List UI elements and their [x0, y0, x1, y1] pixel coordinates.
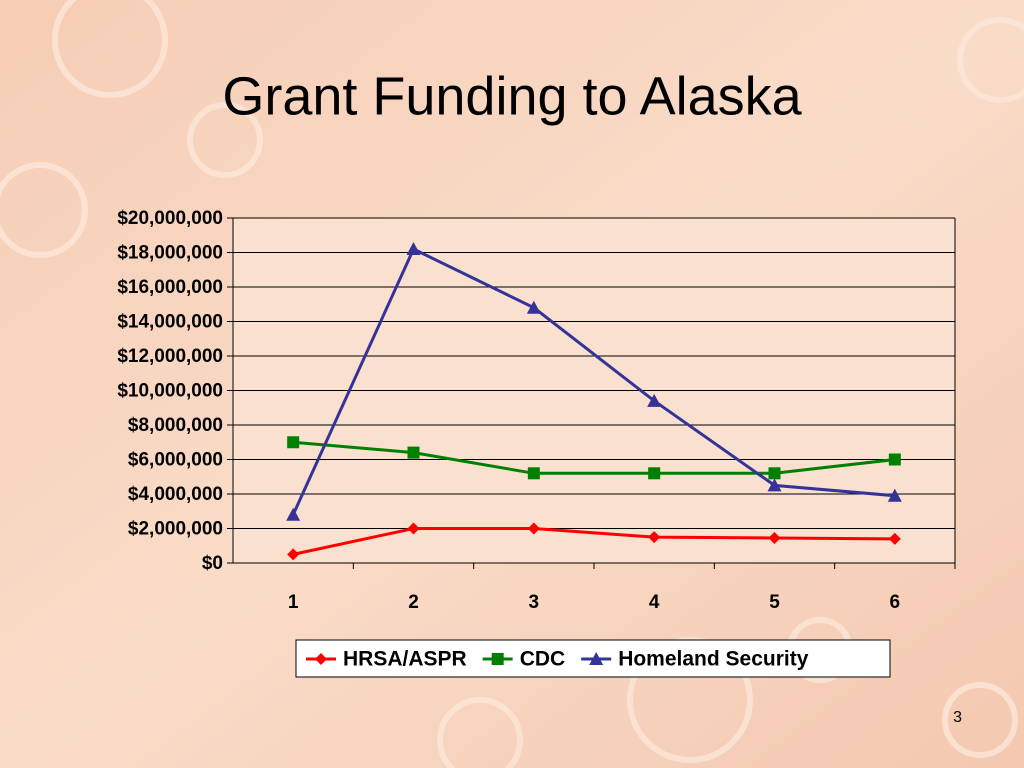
- y-tick-label: $20,000,000: [117, 208, 223, 229]
- data-point: [648, 467, 661, 480]
- data-point: [768, 531, 781, 544]
- y-tick-label: $4,000,000: [128, 484, 223, 505]
- data-point: [527, 467, 540, 480]
- data-point: [887, 488, 902, 502]
- y-tick-label: $0: [202, 553, 223, 574]
- data-point: [407, 522, 420, 535]
- legend-marker: [491, 653, 504, 665]
- data-point: [527, 522, 540, 535]
- legend-label: CDC: [520, 648, 566, 671]
- page-number: 3: [953, 709, 962, 726]
- legend-label: Homeland Security: [618, 648, 809, 671]
- y-tick-label: $6,000,000: [128, 450, 223, 471]
- x-tick-label: 4: [649, 592, 660, 613]
- x-tick-label: 2: [408, 592, 419, 613]
- data-point: [888, 532, 901, 545]
- y-tick-label: $10,000,000: [117, 381, 223, 402]
- data-point: [287, 548, 300, 561]
- y-tick-label: $12,000,000: [117, 346, 223, 367]
- data-point: [648, 531, 661, 544]
- x-tick-label: 6: [890, 592, 901, 613]
- y-tick-label: $14,000,000: [117, 312, 223, 333]
- series-line: [291, 247, 895, 516]
- x-tick-label: 3: [529, 592, 540, 613]
- data-point: [888, 453, 901, 466]
- slide-title: Grant Funding to Alaska: [222, 66, 802, 126]
- y-tick-label: $18,000,000: [117, 243, 223, 264]
- x-tick-label: 5: [769, 592, 780, 613]
- x-tick-label: 1: [288, 592, 299, 613]
- data-point: [768, 467, 781, 480]
- data-point: [406, 242, 421, 256]
- data-point: [286, 507, 301, 521]
- legend-marker: [315, 653, 327, 665]
- data-point: [287, 436, 300, 449]
- legend-marker: [589, 652, 604, 665]
- data-point: [767, 478, 782, 492]
- y-tick-label: $2,000,000: [128, 519, 223, 540]
- series-line: [292, 527, 895, 556]
- data-point: [647, 393, 662, 407]
- y-tick-label: $8,000,000: [128, 415, 223, 436]
- legend-label: HRSA/ASPR: [343, 648, 467, 671]
- series-line: [293, 440, 896, 475]
- data-point: [526, 300, 541, 314]
- data-point: [407, 446, 420, 459]
- y-tick-label: $16,000,000: [117, 277, 223, 298]
